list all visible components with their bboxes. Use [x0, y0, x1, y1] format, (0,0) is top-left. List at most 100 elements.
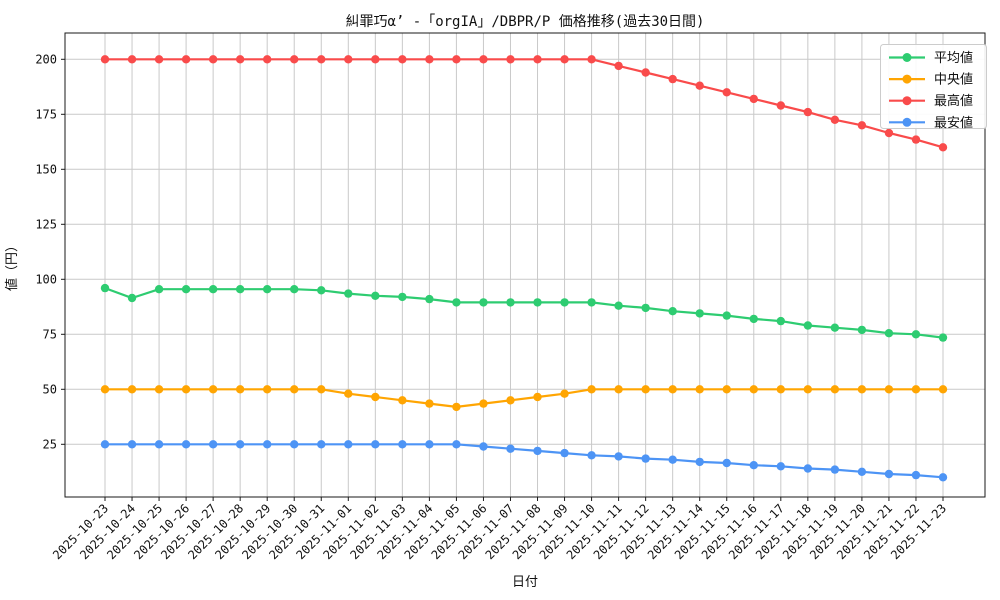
- series-marker-highest: [776, 101, 786, 110]
- series-marker-median: [857, 385, 867, 394]
- series-marker-highest: [127, 55, 137, 64]
- series-marker-lowest: [722, 458, 731, 468]
- series-marker-median: [208, 385, 218, 394]
- series-marker-lowest: [181, 440, 191, 449]
- series-marker-median: [344, 389, 353, 398]
- series-marker-median: [587, 385, 596, 394]
- series-marker-average: [641, 303, 650, 313]
- series-marker-median: [668, 385, 677, 394]
- series-marker-average: [533, 298, 542, 307]
- series-marker-highest: [452, 55, 461, 64]
- chart-title: 糾罪巧α’ -「orgIA」/DBPR/P 価格推移(過去30日間): [345, 14, 704, 30]
- series-marker-lowest: [317, 440, 326, 449]
- series-marker-median: [911, 385, 921, 394]
- series-marker-lowest: [749, 461, 758, 470]
- series-marker-highest: [154, 55, 164, 64]
- series-marker-average: [154, 285, 164, 294]
- series-marker-median: [479, 399, 488, 408]
- series-marker-highest: [208, 55, 218, 64]
- series-marker-average: [884, 329, 894, 338]
- x-axis-label: 日付: [512, 575, 538, 590]
- series-marker-average: [587, 298, 596, 307]
- series-marker-average: [127, 293, 137, 303]
- series-marker-average: [776, 316, 786, 326]
- series-marker-highest: [371, 55, 380, 64]
- series-marker-average: [235, 285, 245, 294]
- series-marker-average: [668, 307, 677, 316]
- series-marker-lowest: [154, 440, 164, 449]
- series-marker-average: [695, 309, 704, 318]
- series-marker-lowest: [695, 457, 704, 467]
- legend-item-median: 中央値: [889, 72, 973, 88]
- series-marker-highest: [506, 55, 515, 64]
- series-marker-highest: [749, 94, 758, 104]
- y-tick-label: 200: [35, 52, 57, 66]
- series-marker-highest: [344, 55, 353, 64]
- series-marker-median: [452, 402, 461, 412]
- series-marker-lowest: [344, 440, 353, 449]
- series-marker-average: [100, 283, 110, 293]
- series-marker-highest: [938, 143, 948, 152]
- series-marker-highest: [262, 55, 272, 64]
- series-marker-median: [262, 385, 272, 394]
- series-marker-median: [127, 385, 137, 394]
- series-marker-lowest: [911, 470, 921, 480]
- series-marker-median: [695, 385, 704, 394]
- series-marker-median: [938, 385, 948, 394]
- legend-box: [880, 44, 987, 129]
- series-marker-median: [154, 385, 164, 394]
- series-line-highest: [105, 58, 944, 149]
- series-marker-median: [371, 392, 380, 402]
- series-marker-average: [181, 285, 191, 294]
- series-marker-lowest: [533, 446, 542, 456]
- series-marker-lowest: [398, 440, 407, 449]
- series-marker-average: [938, 333, 948, 342]
- series-marker-median: [533, 392, 542, 402]
- series-marker-median: [884, 385, 894, 394]
- series-marker-average: [208, 285, 218, 294]
- series-marker-highest: [695, 81, 704, 90]
- series-marker-lowest: [668, 455, 677, 464]
- series-marker-average: [317, 286, 326, 295]
- series-marker-median: [506, 396, 515, 405]
- series-marker-highest: [181, 55, 191, 64]
- series-marker-highest: [830, 115, 840, 125]
- y-tick-label: 75: [43, 327, 57, 341]
- series-marker-lowest: [127, 440, 137, 449]
- series-marker-lowest: [262, 440, 272, 449]
- series-marker-average: [290, 285, 299, 294]
- series-marker-lowest: [208, 440, 218, 449]
- series-marker-highest: [722, 88, 731, 97]
- series-marker-median: [803, 385, 813, 394]
- series-marker-median: [560, 389, 569, 398]
- series-marker-median: [181, 385, 191, 394]
- series-marker-median: [722, 385, 731, 394]
- series-marker-median: [290, 385, 299, 394]
- y-tick-label: 100: [35, 272, 57, 286]
- series-marker-highest: [290, 55, 299, 64]
- series-marker-median: [317, 385, 326, 394]
- series-marker-lowest: [479, 442, 488, 451]
- series-layer: [100, 55, 948, 482]
- series-marker-median: [235, 385, 245, 394]
- series-marker-average: [803, 321, 813, 330]
- legend-item-highest: 最高値: [889, 93, 973, 109]
- series-marker-lowest: [641, 454, 650, 463]
- series-marker-lowest: [290, 440, 299, 449]
- legend-label-median: 中央値: [934, 72, 973, 88]
- series-marker-average: [425, 294, 434, 304]
- y-tick-label: 125: [35, 217, 57, 231]
- series-marker-highest: [560, 55, 569, 64]
- legend-item-average: 平均値: [889, 50, 973, 66]
- series-marker-median: [641, 385, 650, 394]
- legend-label-average: 平均値: [934, 50, 973, 66]
- series-marker-median: [776, 385, 786, 394]
- series-marker-lowest: [560, 448, 569, 458]
- y-tick-label: 175: [35, 107, 57, 121]
- series-marker-highest: [803, 107, 813, 117]
- series-marker-average: [262, 285, 272, 294]
- y-tick-label: 150: [35, 162, 57, 176]
